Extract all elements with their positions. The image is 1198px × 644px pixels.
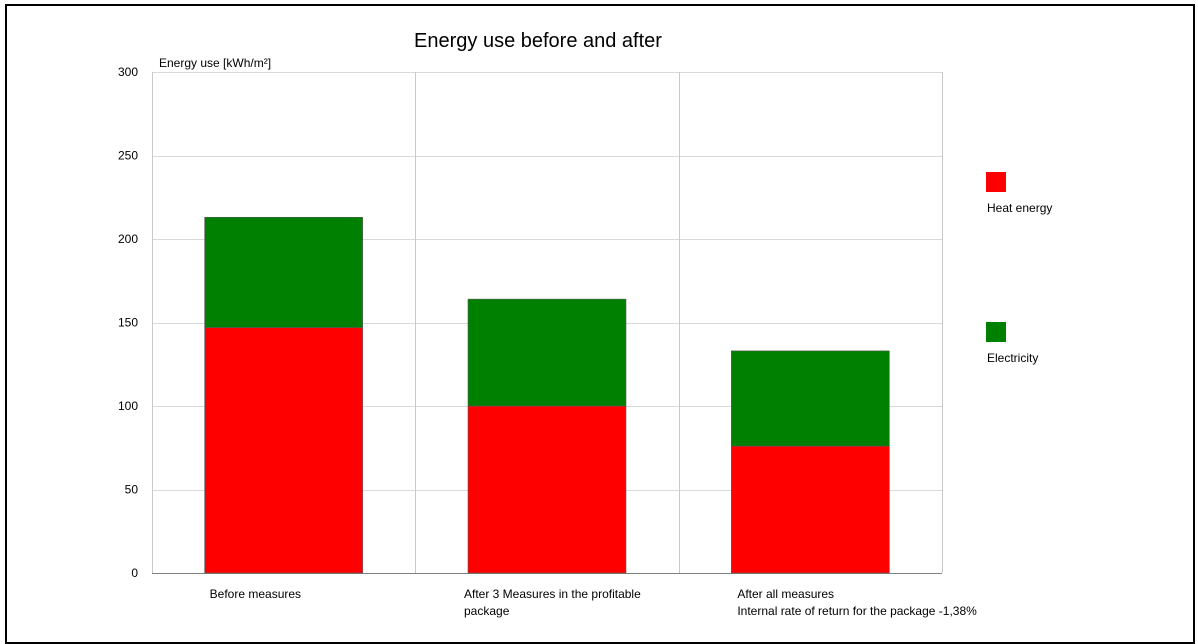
y-tick-label-5: 250 — [118, 149, 138, 163]
x-tick-label-1-0: After 3 Measures in the profitable — [464, 587, 641, 601]
bar-electricity-2 — [731, 350, 890, 447]
bar-heat-energy-1 — [467, 405, 627, 574]
x-tick-label-2-0: After all measures — [737, 587, 834, 601]
x-tick-labels: Before measures After 3 Measures in the p… — [210, 587, 977, 618]
x-tick-label-1-1: package — [464, 604, 510, 618]
y-tick-label-4: 200 — [118, 232, 138, 246]
y-tick-label-6: 300 — [118, 65, 138, 79]
y-axis-label: Energy use [kWh/m²] — [159, 56, 271, 70]
legend-swatch-0 — [986, 172, 1006, 192]
y-tick-label-0: 0 — [131, 566, 138, 580]
legend-swatch-1 — [986, 322, 1006, 342]
bar-heat-energy-0 — [204, 327, 363, 574]
legend-label-0: Heat energy — [987, 201, 1052, 215]
legend-label-1: Electricity — [987, 351, 1038, 365]
legend: Heat energy Electricity — [986, 172, 1052, 365]
bars — [204, 216, 890, 574]
chart-title: Energy use before and after — [414, 30, 662, 52]
bar-electricity-0 — [204, 216, 363, 328]
energy-chart: Energy use before and after Energy use [… — [118, 30, 1052, 618]
y-tick-label-2: 100 — [118, 399, 138, 413]
y-tick-labels: 0 50 100 150 200 250 300 — [118, 65, 138, 580]
y-tick-label-1: 50 — [125, 483, 139, 497]
x-tick-label-0-0: Before measures — [210, 587, 301, 601]
bar-electricity-1 — [467, 298, 627, 407]
x-tick-label-2-1: Internal rate of return for the package … — [737, 604, 977, 618]
bar-heat-energy-2 — [731, 445, 890, 574]
y-tick-label-3: 150 — [118, 316, 138, 330]
